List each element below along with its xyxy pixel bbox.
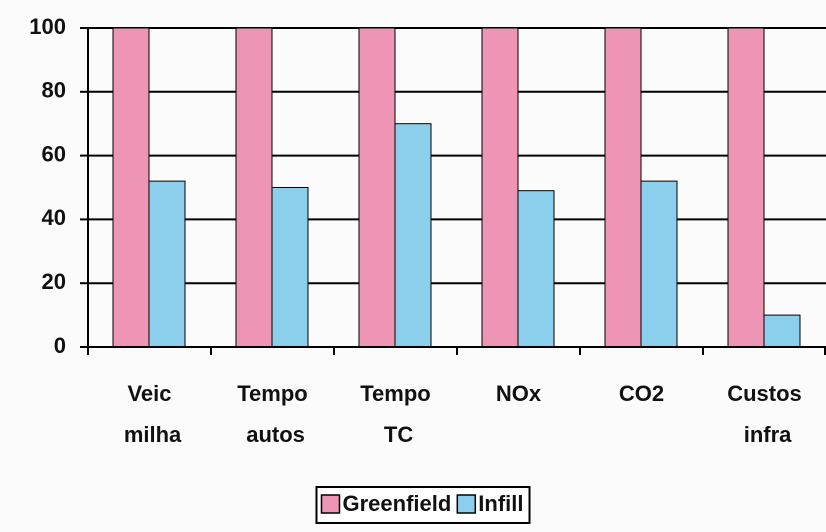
bar bbox=[605, 28, 641, 347]
bar bbox=[113, 28, 149, 347]
x-tick-label: NOx bbox=[496, 381, 542, 406]
bar bbox=[518, 191, 554, 347]
y-tick-label: 40 bbox=[42, 205, 66, 230]
bar bbox=[764, 315, 800, 347]
bar bbox=[236, 28, 272, 347]
y-tick-label: 100 bbox=[29, 14, 66, 39]
chart: 020406080100Veic milhaTempo autosTempo T… bbox=[0, 0, 826, 532]
x-tick-label: CO2 bbox=[619, 381, 664, 406]
y-tick-label: 80 bbox=[42, 78, 66, 103]
bar bbox=[395, 124, 431, 347]
bar bbox=[728, 28, 764, 347]
bar bbox=[272, 188, 308, 348]
bar bbox=[149, 181, 185, 347]
bar bbox=[641, 181, 677, 347]
bar bbox=[482, 28, 518, 347]
legend: Greenfield Infill bbox=[316, 487, 529, 523]
y-tick-label: 20 bbox=[42, 269, 66, 294]
y-tick-label: 60 bbox=[42, 141, 66, 166]
bar bbox=[359, 28, 395, 347]
legend-label: Greenfield bbox=[342, 491, 451, 516]
legend-swatch bbox=[457, 495, 475, 513]
legend-label: Infill bbox=[478, 491, 523, 516]
legend-swatch bbox=[321, 495, 339, 513]
y-tick-label: 0 bbox=[54, 333, 66, 358]
